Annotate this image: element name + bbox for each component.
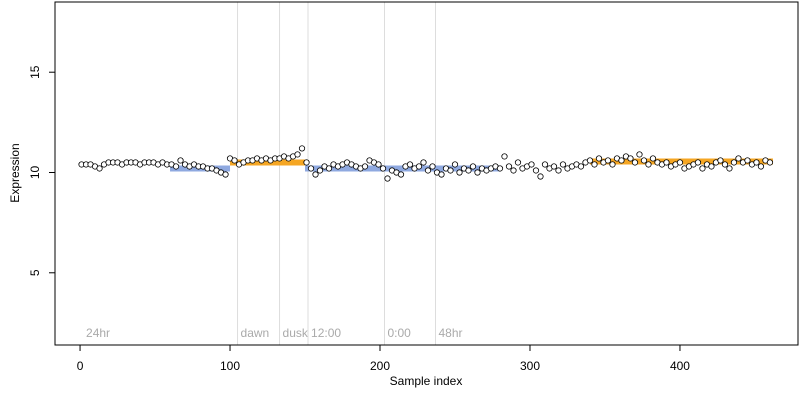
point (766, 159, 774, 166)
y-tick-label: 10 (28, 166, 42, 180)
point (298, 145, 306, 152)
x-axis-label: Sample index (390, 374, 463, 388)
point (420, 159, 427, 166)
point (586, 157, 594, 164)
point (636, 151, 643, 158)
point (649, 155, 657, 162)
annotation-label: 24hr (86, 326, 110, 340)
point (721, 161, 729, 168)
point (555, 167, 562, 174)
point (735, 155, 742, 162)
point (744, 157, 751, 164)
point (631, 159, 639, 166)
point (595, 155, 603, 162)
point (375, 161, 382, 168)
x-tick-label: 0 (77, 359, 84, 373)
point (429, 163, 436, 170)
point (757, 163, 765, 170)
point (438, 171, 445, 178)
annotation-label: dusk (283, 326, 309, 340)
point (451, 161, 459, 168)
point (303, 159, 310, 166)
point (604, 157, 612, 164)
point (753, 159, 760, 166)
point (307, 165, 315, 172)
point (325, 165, 333, 172)
point (708, 163, 715, 170)
point (379, 165, 387, 172)
point (361, 163, 369, 170)
point (627, 155, 634, 162)
point (447, 167, 454, 174)
y-tick-label: 5 (28, 269, 42, 276)
point (541, 161, 549, 168)
point (505, 163, 513, 170)
point (730, 159, 738, 166)
y-tick-label: 15 (28, 65, 42, 79)
point (699, 165, 706, 172)
annotation-label: dawn (241, 326, 270, 340)
point (510, 167, 517, 174)
x-tick-label: 400 (670, 359, 690, 373)
point (384, 175, 391, 182)
point (609, 161, 616, 168)
point (645, 161, 652, 168)
annotation-label: 12:00 (311, 326, 341, 340)
point (537, 173, 544, 180)
point (717, 157, 724, 164)
point (312, 171, 319, 178)
point (222, 171, 229, 178)
point (694, 159, 702, 166)
point (96, 165, 103, 172)
x-tick-label: 200 (370, 359, 390, 373)
point (528, 161, 535, 168)
point (514, 159, 522, 166)
point (501, 153, 508, 160)
point (456, 169, 463, 176)
point (559, 161, 567, 168)
point (532, 167, 540, 174)
point (231, 157, 238, 164)
point (294, 151, 301, 158)
point (726, 165, 733, 172)
point (397, 171, 405, 178)
x-tick-label: 100 (220, 359, 240, 373)
point (676, 159, 684, 166)
point (550, 163, 558, 170)
point (172, 163, 180, 170)
point (469, 163, 477, 170)
point (591, 161, 598, 168)
point (465, 167, 472, 174)
y-axis-label: Expression (8, 143, 22, 202)
point (424, 167, 432, 174)
point (577, 163, 585, 170)
annotation-label: 0:00 (388, 326, 412, 340)
point (406, 161, 414, 168)
plot-frame (54, 1, 799, 346)
point (496, 165, 504, 172)
point (618, 157, 625, 164)
annotation-label: 48hr (438, 326, 462, 340)
x-tick-label: 300 (520, 359, 540, 373)
point (316, 167, 324, 174)
point (663, 159, 670, 166)
point (177, 157, 184, 164)
point (640, 157, 648, 164)
point (415, 163, 423, 170)
point (474, 169, 481, 176)
